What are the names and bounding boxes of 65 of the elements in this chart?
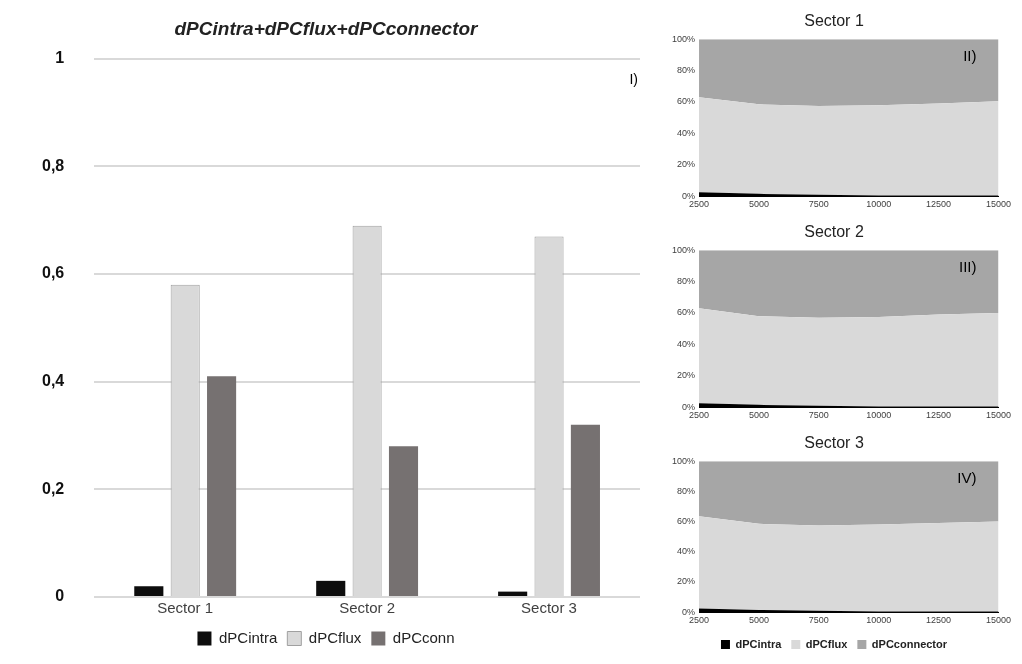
x-tick-label: 5000 [748, 410, 769, 421]
y-tick-label: 100% [671, 244, 696, 255]
chart-title: Sector 2 [804, 223, 864, 241]
y-tick-label: 0% [682, 401, 696, 412]
y-tick-label: 20% [677, 576, 696, 587]
bar [316, 580, 346, 596]
y-tick-label: 0,8 [41, 156, 65, 174]
x-tick-label: 2500 [689, 199, 710, 210]
bar [388, 446, 419, 596]
chart-title: dPCintra+dPCflux+dPCconnector [174, 17, 480, 39]
chart-title: Sector 1 [804, 12, 864, 30]
y-tick-label: 20% [677, 159, 696, 170]
x-tick-label: 7500 [808, 615, 829, 626]
x-tick-label: 15000 [985, 410, 1011, 421]
x-tick-label: 2500 [689, 410, 710, 421]
x-tick-label: 15000 [985, 615, 1011, 626]
y-tick-label: 60% [677, 516, 696, 527]
legend-label: dPCflux [805, 637, 849, 650]
bar [207, 376, 237, 596]
legend-label: dPCflux [308, 628, 362, 646]
bar [498, 591, 528, 596]
x-tick-label: 7500 [808, 410, 829, 421]
annotation: IV) [957, 468, 977, 486]
bar [570, 424, 600, 596]
legend-label: dPCconn [392, 628, 455, 646]
legend-label: dPCintra [218, 628, 278, 646]
y-tick-label: 80% [677, 65, 696, 76]
annotation: III) [958, 257, 977, 275]
x-tick-label: 5000 [748, 199, 769, 210]
annotation: II) [963, 46, 977, 64]
x-tick-label: Sector 2 [339, 599, 396, 617]
y-tick-label: 0,6 [41, 264, 65, 282]
y-tick-label: 80% [677, 276, 696, 287]
y-tick-label: 100% [671, 455, 696, 466]
y-tick-label: 0,4 [41, 372, 65, 390]
x-tick-label: 15000 [985, 199, 1011, 210]
y-tick-label: 0,2 [41, 479, 65, 497]
y-tick-label: 0% [682, 190, 696, 201]
y-tick-label: 40% [677, 338, 696, 349]
x-tick-label: 7500 [808, 199, 829, 210]
y-tick-label: 60% [677, 307, 696, 318]
x-tick-label: 10000 [866, 615, 892, 626]
x-tick-label: 12500 [926, 410, 952, 421]
y-tick-label: 60% [677, 96, 696, 107]
x-tick-label: 10000 [866, 199, 892, 210]
x-tick-label: 12500 [926, 199, 952, 210]
x-tick-label: 12500 [926, 615, 952, 626]
y-tick-label: 0 [55, 587, 65, 605]
y-tick-label: 40% [677, 546, 696, 557]
x-tick-label: 2500 [689, 615, 710, 626]
y-tick-label: 40% [677, 127, 696, 138]
x-tick-label: 5000 [748, 615, 769, 626]
annotation: I) [629, 70, 638, 87]
y-tick-label: 100% [671, 33, 696, 44]
bar [134, 586, 164, 596]
x-tick-label: Sector 1 [157, 599, 214, 617]
x-tick-label: Sector 3 [521, 599, 577, 617]
legend-label: dPCconnector [871, 637, 948, 650]
y-tick-label: 0% [682, 606, 696, 617]
legend-label: dPCintra [735, 637, 783, 650]
y-tick-label: 20% [677, 370, 696, 381]
y-tick-label: 80% [677, 485, 696, 496]
x-tick-label: 10000 [866, 410, 892, 421]
y-tick-label: 1 [55, 49, 65, 67]
chart-title: Sector 3 [804, 434, 864, 452]
